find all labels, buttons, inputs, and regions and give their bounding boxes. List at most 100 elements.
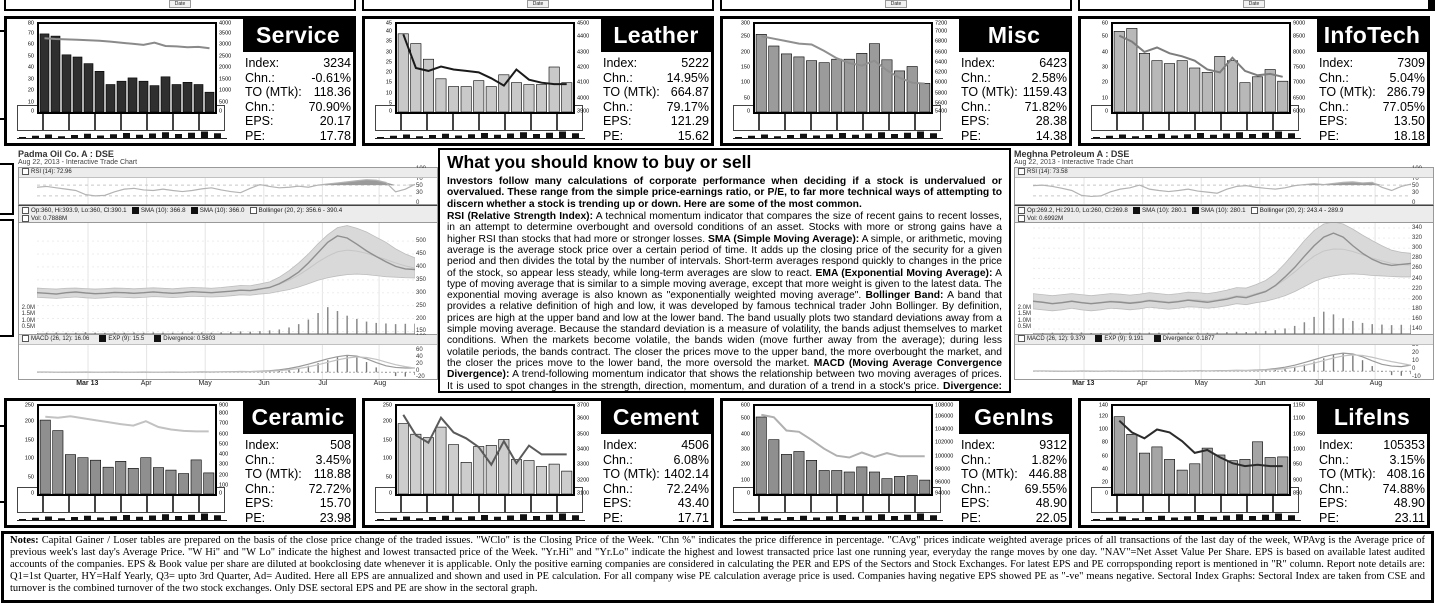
sector-bar-line-plot	[1111, 22, 1291, 114]
axis-tick-label: 40	[1101, 465, 1108, 472]
axis-tick-label: 1500	[219, 75, 232, 82]
interactive-trade-chart: Padma Oil Co. A : DSE Aug 22, 2013 - Int…	[18, 149, 438, 393]
rsi-legend: RSI (14): 72.96	[19, 168, 437, 178]
right-axis-ticks: 900 800 700 600 500 400 300 200 100 0	[218, 403, 243, 497]
axis-tick-label: 96000	[935, 479, 951, 486]
axis-tick-label: 200	[416, 315, 427, 322]
page-edge-fragment	[0, 163, 14, 215]
sector-info: Misc Index: 6423 Chn.: 2.58% TO (MTk): 1159.4…	[959, 19, 1069, 143]
axis-tick-label: 100	[740, 476, 750, 483]
stat-value: 3.15%	[1389, 452, 1425, 467]
stat-value: 22.05	[1035, 510, 1067, 525]
stat-value: 15.70	[319, 496, 351, 511]
axis-tick-label: 10	[27, 98, 34, 105]
axis-tick-label: 100	[24, 455, 34, 462]
date-axis-label: Date	[1242, 0, 1266, 8]
left-axis-ticks: 300 250 200 150 100 50 0	[724, 21, 751, 114]
stat-row: Index: 9312	[961, 438, 1067, 453]
stat-label: Index:	[961, 438, 996, 452]
volume-tick-label: 0.5M	[1017, 324, 1031, 331]
stat-label: PE:	[1319, 128, 1340, 143]
stat-row: TO (MTk): 664.87	[603, 85, 709, 100]
stat-value: 3.45%	[315, 452, 351, 467]
stat-label: Chn.:	[245, 481, 275, 496]
stat-label: Chn.:	[603, 99, 633, 114]
axis-tick-label: 200	[382, 418, 392, 425]
sector-info: Leather Index: 5222 Chn.: 14.95% TO (MTk): 66…	[601, 19, 711, 143]
axis-tick-label: 10	[1101, 94, 1108, 101]
axis-tick-label: 0	[30, 108, 34, 115]
sector-title: LifeIns	[1317, 401, 1427, 434]
axis-tick-label: 104000	[935, 426, 954, 433]
axis-tick-label: 6200	[935, 69, 948, 76]
axis-tick-label: 0	[746, 490, 750, 497]
stat-label: EPS:	[245, 114, 274, 129]
sector-panel: 80 70 60 50 40 30 20 10 0 4000 3500 3000 2500 2000 15…	[4, 16, 356, 146]
filled-checkbox-icon	[1191, 207, 1199, 214]
sector-stats: Index: 7309 Chn.: 5.04% TO (MTk): 286.79 Chn.:…	[1317, 52, 1427, 144]
stat-row: Chn.: 79.17%	[603, 100, 709, 115]
left-axis-ticks: 250 200 150 100 50 0	[366, 403, 393, 496]
month-label: May	[198, 380, 212, 387]
axis-tick-label: 70	[1412, 175, 1419, 182]
axis-tick-label: 200	[219, 471, 229, 478]
sector-bar-line-plot	[1111, 404, 1291, 496]
stat-label: Index:	[961, 56, 996, 70]
axis-tick-label: 4100	[577, 79, 590, 86]
stat-label: Index:	[603, 56, 638, 70]
page-edge-fragment	[1429, 0, 1435, 11]
rsi-pane: RSI (14): 72.96 1007050300	[18, 166, 438, 206]
stat-row: Index: 6423	[961, 56, 1067, 71]
stat-value: 446.88	[1028, 467, 1067, 482]
date-axis-label: Date	[526, 0, 550, 8]
stat-value: 70.90%	[308, 99, 351, 114]
stat-row: Index: 4506	[603, 438, 709, 453]
stat-value: 664.87	[670, 85, 709, 100]
axis-tick-label: 3200	[577, 476, 590, 483]
axis-tick-label: 850	[1293, 490, 1303, 497]
stat-row: Chn.: 5.04%	[1319, 71, 1425, 86]
stat-label: Index:	[603, 438, 638, 452]
axis-tick-label: 260	[1412, 265, 1423, 272]
stat-value: 28.38	[1035, 114, 1067, 129]
stat-label: EPS:	[603, 496, 632, 511]
checkbox-icon	[249, 207, 257, 214]
price-pane: 340 320 300 280 260 240 220 200 180 160 140 2.0M 1.5…	[1014, 223, 1434, 335]
sector-stats: Index: 3234 Chn.: -0.61% TO (MTk): 118.36 Chn.…	[243, 52, 353, 144]
axis-tick-label: 6400	[935, 59, 948, 66]
axis-tick-label: -10	[1412, 374, 1421, 381]
right-axis-ticks: 7200 7000 6800 6600 6400 6200 6000 5800 5600 5400	[934, 21, 959, 114]
rsi-legend: RSI (14): 73.58	[1015, 168, 1433, 178]
axis-tick-label: 500	[219, 441, 229, 448]
stat-row: Index: 508	[245, 438, 351, 453]
stat-value: 43.40	[677, 496, 709, 511]
stat-label: Chn.:	[1319, 70, 1349, 85]
axis-tick-label: 100	[1098, 426, 1108, 433]
left-axis-ticks: 250 200 150 100 50 0	[8, 403, 35, 496]
stat-value: 7309	[1397, 56, 1425, 70]
axis-tick-label: 40	[1101, 48, 1108, 55]
stat-row: EPS: 48.90	[1319, 496, 1425, 511]
article-body: RSI (Relative Strength Index): A technic…	[447, 210, 1003, 392]
axis-tick-label: 150	[382, 437, 392, 444]
stat-row: Chn.: 77.05%	[1319, 100, 1425, 115]
cutoff-chart-bottom: Date	[720, 0, 1072, 11]
sector-bar-line-plot	[37, 22, 217, 114]
article-lead: Investors follow many calculations of co…	[447, 176, 1002, 210]
stat-label: EPS:	[1319, 114, 1348, 129]
axis-tick-label: 350	[416, 276, 427, 283]
axis-tick-label: 1000	[1293, 446, 1306, 453]
axis-tick-label: 1100	[1293, 415, 1305, 422]
axis-tick-label: 50	[1412, 183, 1419, 189]
sector-stats: Index: 5222 Chn.: 14.95% TO (MTk): 664.87 Chn.…	[601, 52, 711, 144]
stat-row: PE: 23.98	[245, 511, 351, 526]
cutoff-chart-bottom: Date	[362, 0, 714, 11]
month-label: Jul	[318, 380, 328, 387]
axis-tick-label: 7500	[1293, 64, 1306, 71]
axis-tick-label: 8000	[1293, 48, 1306, 55]
axis-tick-label: 220	[1412, 285, 1423, 292]
axis-tick-label: 0	[219, 490, 223, 497]
axis-tick-label: 6500	[1293, 94, 1306, 101]
axis-tick-label: 30	[1101, 64, 1108, 71]
checkbox-icon	[22, 335, 29, 342]
